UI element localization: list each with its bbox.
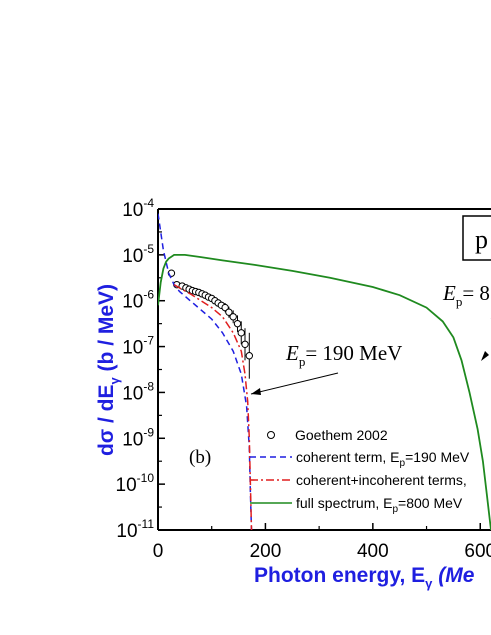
annotation-e: E: [285, 341, 299, 365]
annotation-e: E: [442, 281, 456, 305]
y-tick-exponent: -4: [143, 196, 154, 210]
legend-label: coherent term, Ep=190 MeV: [296, 449, 470, 469]
y-tick-base: 10: [116, 521, 137, 542]
legend-label-tail: =190 MeV: [405, 449, 470, 465]
series-line-dashed: [158, 213, 253, 530]
series-line-dashdot: [173, 284, 253, 530]
y-axis-label-sub: γ: [107, 377, 122, 385]
annotation-ep-190: Ep= 190 MeV: [285, 341, 402, 369]
annotation-arrow-190: [250, 372, 339, 395]
y-tick-exponent: -7: [143, 334, 154, 348]
series-line-solid: [158, 254, 491, 530]
legend-label-main: full spectrum, E: [296, 495, 392, 511]
annotation-tail: = 8: [462, 281, 490, 305]
y-tick-base: 10: [122, 429, 143, 450]
legend-label: full spectrum, Ep=800 MeV: [296, 495, 463, 515]
annotation-arrowhead-190: [251, 388, 261, 395]
x-axis-label-sub: γ: [425, 576, 433, 591]
y-tick-base: 10: [122, 383, 143, 404]
legend-label-tail: =800 MeV: [398, 495, 463, 511]
data-point: [241, 340, 249, 348]
y-tick-label: 10-11: [116, 517, 154, 542]
y-tick-base: 10: [116, 475, 137, 496]
data-point: [245, 352, 254, 360]
annotation-sub: p: [456, 294, 463, 309]
y-tick-label: 10-8: [122, 379, 154, 404]
data-point: [237, 329, 245, 337]
x-tick-label: 600: [464, 541, 491, 562]
panel-label: (b): [189, 447, 211, 468]
y-axis-label-main: dσ / dE: [95, 385, 118, 457]
y-axis-label: dσ / dEγ (b / MeV): [95, 284, 122, 456]
y-tick-exponent: -5: [143, 242, 154, 256]
y-tick-exponent: -9: [143, 425, 154, 439]
x-axis-label-tail: (Me: [432, 564, 474, 587]
boxed-label-frame: [462, 215, 491, 261]
y-tick-base: 10: [122, 292, 143, 313]
y-tick-base: 10: [122, 200, 143, 221]
x-axis-label-main: Photon energy, E: [254, 564, 425, 587]
legend-label: coherent+incoherent terms,: [296, 472, 467, 488]
y-tick-exponent: -8: [143, 379, 154, 393]
annotation-tail: = 190 MeV: [305, 341, 402, 365]
y-tick-label: 10-9: [122, 425, 154, 450]
y-tick-exponent: -6: [143, 288, 154, 302]
boxed-label: p: [475, 225, 488, 254]
legend-label-sub: p: [392, 504, 398, 515]
x-axis-label: Photon energy, Eγ (Me: [254, 564, 475, 591]
legend-marker: [267, 431, 275, 439]
y-tick-label: 10-4: [122, 196, 154, 221]
data-point: [225, 308, 233, 316]
annotation-arrowhead-800: [481, 351, 489, 361]
x-tick-label: 0: [153, 541, 164, 562]
y-tick-label: 10-6: [122, 288, 154, 313]
y-tick-exponent: -11: [138, 517, 155, 531]
y-tick-label: 10-7: [122, 334, 154, 359]
x-tick-label: 200: [250, 541, 282, 562]
legend-label-sub: p: [400, 458, 406, 469]
data-point: [229, 313, 237, 321]
x-tick-label: 400: [357, 541, 389, 562]
annotation-sub: p: [299, 354, 306, 369]
y-tick-label: 10-10: [116, 471, 155, 496]
legend-label: Goethem 2002: [295, 427, 388, 443]
y-tick-label: 10-5: [122, 242, 154, 267]
legend-label-main: coherent+incoherent terms,: [296, 472, 467, 488]
y-axis-label-tail: (b / MeV): [95, 284, 118, 377]
series-group: [158, 213, 491, 530]
y-tick-base: 10: [122, 338, 143, 359]
data-point: [233, 319, 242, 328]
legend-label-main: coherent term, E: [296, 449, 400, 465]
annotation-ep-800: Ep= 8: [442, 281, 490, 309]
y-tick-base: 10: [122, 246, 143, 267]
y-tick-exponent: -10: [137, 471, 155, 485]
